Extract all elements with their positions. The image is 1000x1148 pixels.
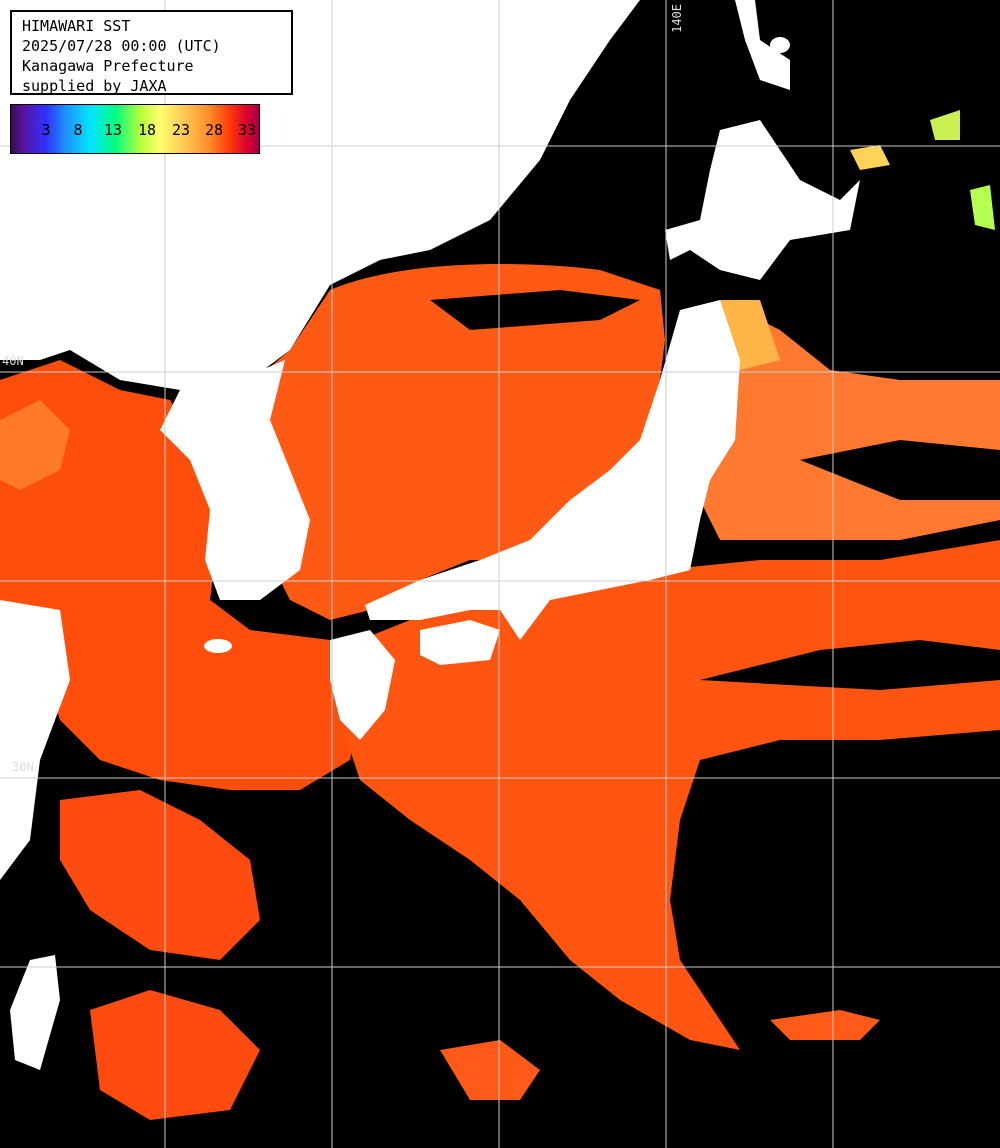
sst-patch-south-1 <box>60 790 260 960</box>
lat-label-40n: 40N <box>2 354 24 368</box>
land-sakhalin <box>735 0 790 90</box>
lat-label-30n: 30N <box>12 760 34 774</box>
land-korea <box>160 360 310 600</box>
land-shikoku <box>420 620 500 665</box>
cloud-streak-2 <box>700 640 1000 690</box>
color-legend: 3 8 13 18 23 28 33 <box>10 104 260 154</box>
land-jeju <box>204 639 232 653</box>
sst-cool-patch-3 <box>970 185 995 230</box>
cloud-streaks <box>430 290 1000 690</box>
land-kyushu <box>330 630 395 740</box>
legend-tick-8: 8 <box>73 121 83 139</box>
region-name: Kanagawa Prefecture <box>22 57 194 75</box>
sst-ocean-regions <box>0 110 1000 1120</box>
legend-labels: 3 8 13 18 23 28 33 <box>11 121 259 141</box>
legend-tick-23: 23 <box>171 121 191 139</box>
land-island-2 <box>770 37 790 53</box>
land-hokkaido <box>665 120 860 280</box>
land-taiwan <box>10 955 60 1070</box>
lon-label-140e: 140E <box>670 4 684 33</box>
sst-cool-patch-2 <box>930 110 960 140</box>
land-island-1 <box>398 127 422 163</box>
legend-tick-28: 28 <box>204 121 224 139</box>
product-title: HIMAWARI SST <box>22 17 131 35</box>
cloud-streak-3 <box>800 440 1000 500</box>
sst-sea-of-japan <box>250 264 665 620</box>
title-box: HIMAWARI SST 2025/07/28 00:00 (UTC) Kana… <box>10 10 293 95</box>
land-honshu <box>365 300 740 640</box>
sst-patch-east-4 <box>770 1010 880 1040</box>
land-china-coast <box>0 600 70 880</box>
cloud-streak-1 <box>430 290 640 330</box>
legend-tick-3: 3 <box>41 121 51 139</box>
legend-tick-13: 13 <box>103 121 123 139</box>
data-credit: supplied by JAXA <box>22 77 167 95</box>
sst-cool-patch-1 <box>850 145 890 170</box>
sst-bohai-edge <box>0 400 70 490</box>
legend-tick-18: 18 <box>137 121 157 139</box>
sst-patch-south-3 <box>440 1040 540 1100</box>
legend-tick-33: 33 <box>237 121 257 139</box>
sst-patch-south-2 <box>90 990 260 1120</box>
sst-yellow-sea <box>0 360 360 790</box>
timestamp: 2025/07/28 00:00 (UTC) <box>22 37 221 55</box>
